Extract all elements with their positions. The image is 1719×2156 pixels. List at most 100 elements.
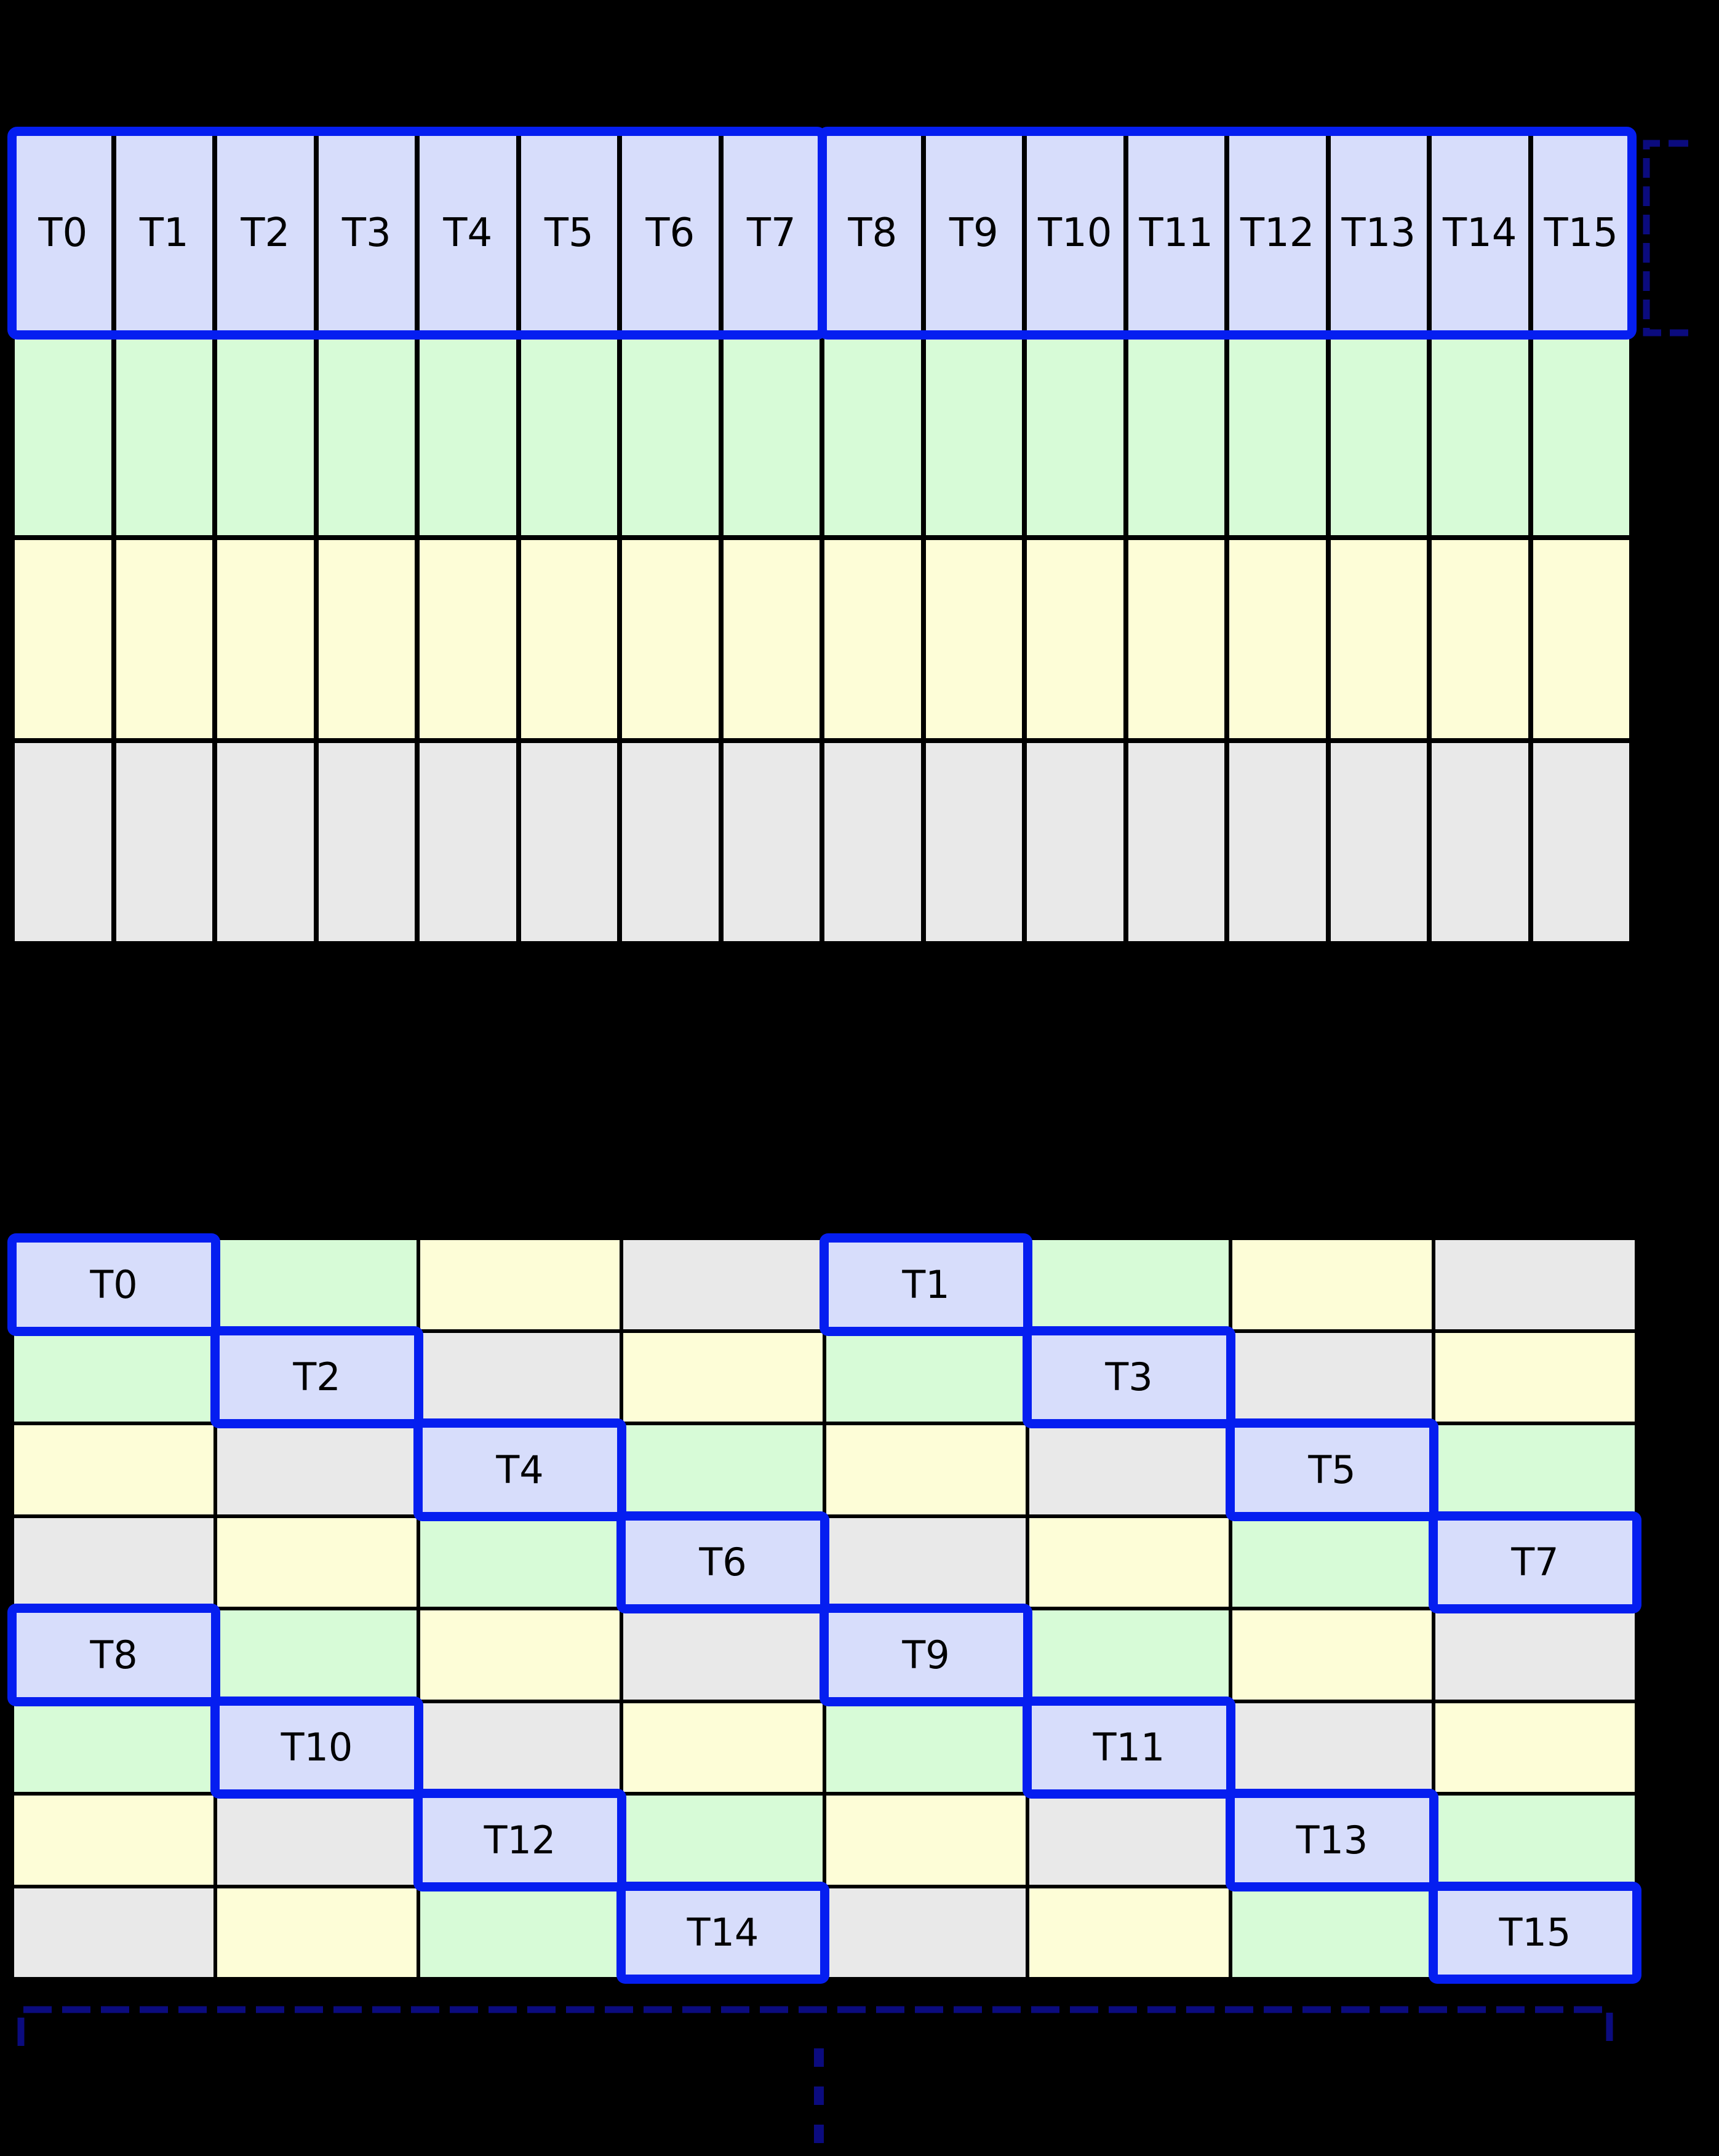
memory-cell [1024,741,1126,944]
thread-cell-t12: T12 [1227,132,1328,335]
swizzled-memory-cell [824,1701,1027,1794]
thread-cell-t13: T13 [1328,132,1429,335]
highlighted-thread-cell-t5: T5 [1226,1418,1438,1521]
highlighted-thread-cell-t15: T15 [1429,1881,1641,1984]
memory-cell [620,538,721,741]
memory-cell [12,741,114,944]
highlighted-thread-cell-t8: T8 [7,1604,220,1706]
memory-cell [1227,335,1328,538]
swizzled-memory-cell [12,1516,215,1609]
swizzled-memory-cell [215,1886,418,1979]
swizzled-memory-cell [1027,1609,1230,1701]
highlighted-thread-cell-t4: T4 [413,1418,626,1521]
memory-cell [417,538,519,741]
thread-cell-t7: T7 [720,132,822,335]
highlighted-thread-cell-t6: T6 [616,1511,829,1613]
swizzled-memory-cell [1434,1238,1637,1331]
highlighted-thread-cell-t12: T12 [413,1789,626,1891]
swizzled-memory-cell [215,1423,418,1516]
memory-cell [316,335,417,538]
swizzled-memory-cell [215,1609,418,1701]
swizzled-memory-cell [1027,1701,1230,1794]
memory-cell [518,538,620,741]
thread-cell-t6: T6 [620,132,721,335]
highlighted-thread-cell-t14: T14 [616,1881,829,1984]
highlighted-thread-cell-t10: T10 [210,1696,423,1799]
continuation-dots-icon [814,2048,824,2156]
thread-cell-t11: T11 [1125,132,1227,335]
highlighted-thread-cell-t7: T7 [1429,1511,1641,1613]
thread-cell-t8: T8 [822,132,923,335]
memory-cell [417,741,519,944]
thread-cell-t5: T5 [518,132,620,335]
memory-cell [417,335,519,538]
memory-cell [1530,741,1632,944]
memory-cell [1530,538,1632,741]
memory-cell [215,335,316,538]
memory-cell [720,538,822,741]
swizzled-memory-cell [824,1423,1027,1516]
thread-cell-t10: T10 [1024,132,1126,335]
memory-cell [1429,741,1531,944]
swizzled-memory-cell [824,1886,1027,1979]
memory-cell [720,741,822,944]
swizzled-memory-cell [12,1886,215,1979]
memory-cell [518,335,620,538]
memory-cell [923,741,1024,944]
memory-cell [1328,741,1429,944]
highlighted-thread-cell-t11: T11 [1023,1696,1235,1799]
memory-cell [822,741,923,944]
swizzled-memory-cell [1027,1886,1230,1979]
memory-cell [1429,335,1531,538]
memory-cell [720,335,822,538]
memory-cell [1227,741,1328,944]
memory-cell [923,538,1024,741]
memory-cell [12,335,114,538]
swizzled-memory-cell [1230,1516,1434,1609]
swizzled-memory-cell [1434,1794,1637,1887]
memory-cell [1429,538,1531,741]
memory-cell [620,335,721,538]
swizzled-memory-cell [824,1516,1027,1609]
swizzled-memory-cell [1027,1423,1230,1516]
highlighted-thread-cell-t0: T0 [7,1233,220,1336]
memory-cell [822,538,923,741]
swizzled-memory-cell [1434,1423,1637,1516]
swizzled-memory-cell [1027,1794,1230,1887]
swizzled-memory-cell [621,1609,824,1701]
memory-cell [923,335,1024,538]
memory-cell [1125,538,1227,741]
swizzled-memory-cell [418,1886,621,1979]
swizzled-memory-cell [621,1423,824,1516]
swizzled-memory-cell [1230,1331,1434,1423]
thread-cell-t4: T4 [417,132,519,335]
swizzled-memory-cell [418,1331,621,1423]
memory-cell [620,741,721,944]
swizzled-memory-cell [1027,1331,1230,1423]
swizzled-memory-cell [1434,1516,1637,1609]
swizzled-memory-cell [621,1794,824,1887]
swizzled-memory-cell [1434,1701,1637,1794]
memory-cell [518,741,620,944]
memory-cell [1024,538,1126,741]
memory-cell [316,538,417,741]
memory-cell [113,335,215,538]
memory-cell [1125,335,1227,538]
memory-cell [316,741,417,944]
highlighted-thread-cell-t13: T13 [1226,1789,1438,1891]
swizzled-memory-cell [418,1701,621,1794]
swizzled-memory-cell [418,1609,621,1701]
highlighted-thread-cell-t1: T1 [820,1233,1032,1336]
swizzled-memory-cell [418,1516,621,1609]
swizzled-memory-cell [12,1701,215,1794]
swizzled-memory-cell [1230,1609,1434,1701]
top-grid: T0 T1 T2 T3 T4 T5 T6 T7 T8 T9 T10 T11 T12 T13 T14 T15 [12,132,1632,944]
memory-cell [822,335,923,538]
memory-cell [1530,335,1632,538]
swizzled-memory-cell [824,1331,1027,1423]
thread-cell-t9: T9 [923,132,1024,335]
thread-cell-t15: T15 [1530,132,1632,335]
swizzled-memory-cell [1027,1516,1230,1609]
swizzled-memory-cell [1434,1609,1637,1701]
